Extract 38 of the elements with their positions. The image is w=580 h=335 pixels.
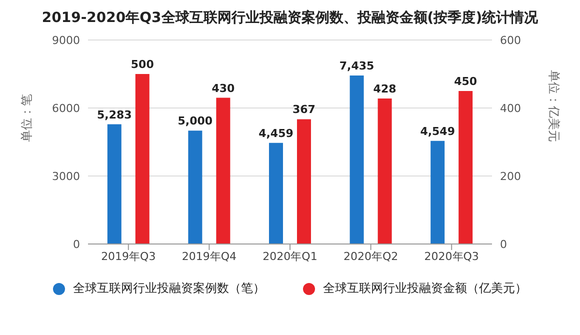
data-label: 5,000	[178, 114, 213, 128]
y-axis-title: 单位：笔	[19, 94, 34, 142]
x-tick-label: 2020年Q3	[424, 250, 479, 263]
legend-label: 全球互联网行业投融资金额（亿美元）	[323, 280, 527, 297]
y2-axis-title: 单位：亿美元	[546, 70, 561, 142]
data-label: 428	[373, 82, 396, 96]
y-tick-label: 3000	[52, 170, 80, 183]
y2-tick-label: 0	[500, 238, 507, 251]
x-tick-label: 2019年Q4	[182, 250, 237, 263]
y2-tick-label: 400	[500, 102, 521, 115]
bar	[296, 119, 311, 244]
legend-label: 全球互联网行业投融资案例数（笔）	[73, 280, 265, 297]
y-tick-label: 6000	[52, 102, 80, 115]
bar	[430, 140, 445, 244]
data-label: 430	[212, 82, 236, 95]
y2-tick-label: 200	[500, 170, 521, 183]
bar	[378, 98, 392, 244]
bar	[135, 74, 150, 244]
data-label: 450	[454, 75, 478, 88]
x-tick-label: 2020年Q1	[262, 250, 318, 263]
chart-title: 2019-2020年Q3全球互联网行业投融资案例数、投融资金额(按季度)统计情况	[40, 8, 540, 26]
data-label: 367	[292, 103, 316, 116]
y-tick-label: 0	[73, 238, 80, 251]
bar	[107, 124, 122, 244]
bar	[188, 130, 202, 244]
data-label: 7,435	[339, 59, 374, 72]
y2-tick-label: 600	[500, 34, 521, 47]
bar	[350, 75, 364, 244]
data-label: 4,549	[420, 124, 455, 138]
data-label: 500	[130, 58, 154, 71]
bar	[268, 142, 283, 244]
x-tick-label: 2020年Q2	[343, 250, 398, 263]
y-tick-label: 9000	[52, 34, 80, 47]
data-label: 4,459	[258, 126, 294, 140]
data-label: 5,283	[96, 108, 132, 122]
x-tick-label: 2019年Q3	[101, 250, 156, 263]
bar	[216, 98, 230, 244]
bar	[458, 91, 473, 244]
